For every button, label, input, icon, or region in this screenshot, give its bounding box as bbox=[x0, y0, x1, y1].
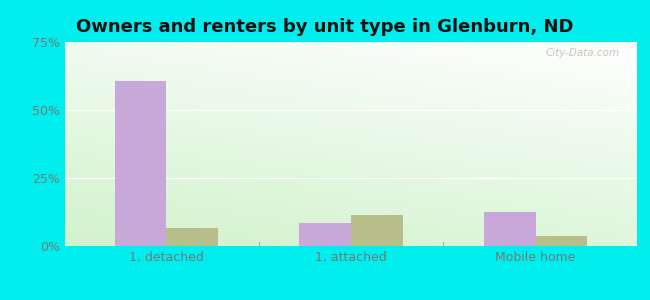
Text: City-Data.com: City-Data.com bbox=[546, 48, 620, 58]
Bar bbox=[484, 212, 536, 246]
Bar bbox=[351, 215, 402, 246]
Text: Owners and renters by unit type in Glenburn, ND: Owners and renters by unit type in Glenb… bbox=[76, 18, 574, 36]
Legend: Owner occupied units, Renter occupied units: Owner occupied units, Renter occupied un… bbox=[178, 297, 524, 300]
Bar bbox=[115, 81, 166, 246]
Bar bbox=[300, 223, 351, 246]
Bar bbox=[166, 228, 218, 246]
Bar bbox=[536, 236, 587, 246]
